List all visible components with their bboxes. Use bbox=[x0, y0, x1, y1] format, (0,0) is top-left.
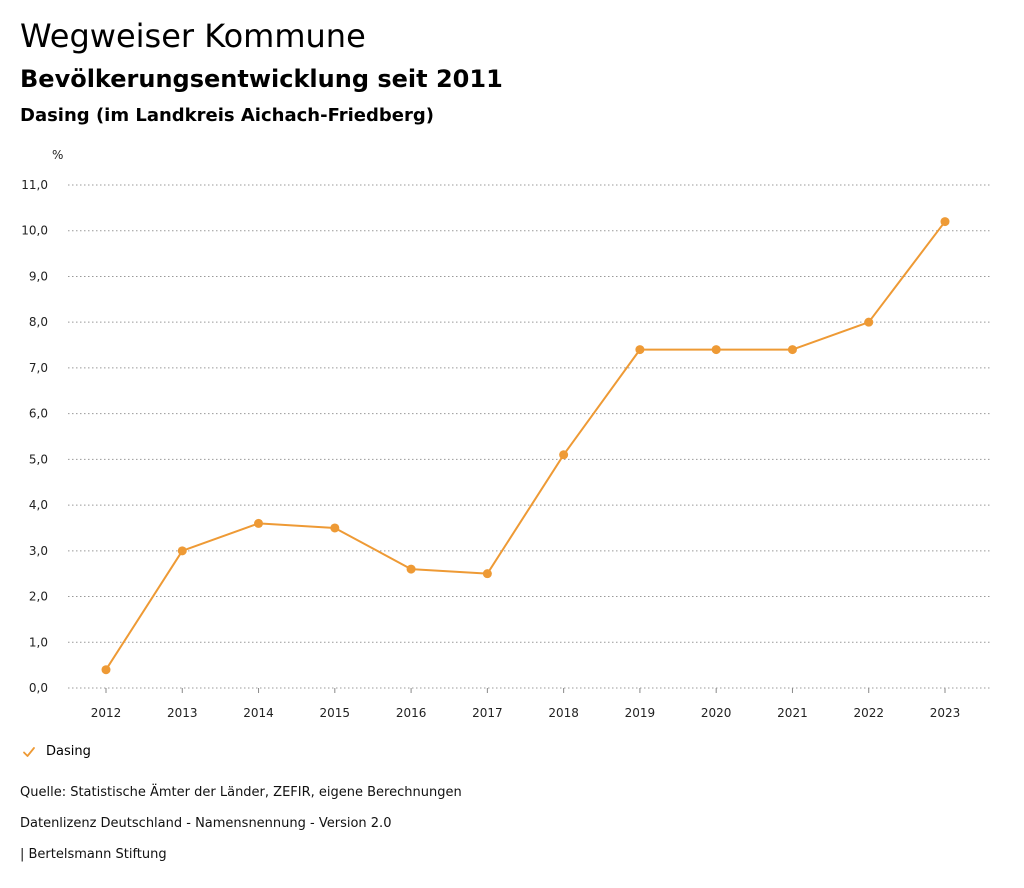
y-tick-label: 7,0 bbox=[29, 361, 48, 375]
line-chart: % 0,0 1,0 2,0 3,0 4,0 5,0 6,0 7,0 8,0 9,0 10,0 11,0 2… bbox=[21, 148, 990, 720]
x-tick-label: 2019 bbox=[625, 706, 656, 720]
x-tick-label: 2012 bbox=[91, 706, 122, 720]
y-tick-label: 9,0 bbox=[29, 269, 48, 283]
legend-item-dasing[interactable]: Dasing bbox=[22, 744, 91, 759]
x-tick-label: 2018 bbox=[548, 706, 579, 720]
chart-subtitle: Bevölkerungsentwicklung seit 2011 bbox=[20, 65, 503, 93]
data-point[interactable] bbox=[406, 564, 416, 574]
x-tick-label: 2020 bbox=[701, 706, 732, 720]
y-tick-label: 1,0 bbox=[29, 635, 48, 649]
data-point[interactable] bbox=[177, 546, 187, 556]
x-tick-label: 2016 bbox=[396, 706, 427, 720]
y-axis-unit: % bbox=[52, 148, 63, 162]
check-icon bbox=[22, 745, 36, 759]
x-tick-label: 2023 bbox=[930, 706, 961, 720]
y-tick-label: 2,0 bbox=[29, 590, 48, 604]
data-point[interactable] bbox=[864, 317, 874, 327]
data-point[interactable] bbox=[635, 345, 645, 355]
data-point[interactable] bbox=[787, 345, 797, 355]
x-tick-label: 2014 bbox=[243, 706, 274, 720]
y-tick-label: 4,0 bbox=[29, 498, 48, 512]
y-tick-label: 3,0 bbox=[29, 544, 48, 558]
x-tick-label: 2022 bbox=[853, 706, 884, 720]
license-note: Datenlizenz Deutschland - Namensnennung … bbox=[20, 816, 392, 831]
legend-label: Dasing bbox=[46, 744, 91, 759]
municipality-label: Dasing (im Landkreis Aichach-Friedberg) bbox=[20, 105, 434, 126]
grid-lines bbox=[68, 184, 990, 689]
x-tick-label: 2015 bbox=[320, 706, 351, 720]
data-point[interactable] bbox=[330, 523, 340, 533]
data-point[interactable] bbox=[101, 665, 111, 675]
y-tick-label: 11,0 bbox=[21, 178, 48, 192]
axis-labels: % 0,0 1,0 2,0 3,0 4,0 5,0 6,0 7,0 8,0 9,0 10,0 11,0 2… bbox=[21, 148, 960, 720]
y-tick-label: 8,0 bbox=[29, 315, 48, 329]
series-line-dasing bbox=[105, 220, 946, 671]
page-title: Wegweiser Kommune bbox=[20, 17, 366, 55]
data-point[interactable] bbox=[940, 217, 950, 227]
x-tick-label: 2021 bbox=[777, 706, 808, 720]
y-tick-label: 0,0 bbox=[29, 681, 48, 695]
y-tick-label: 6,0 bbox=[29, 407, 48, 421]
data-point[interactable] bbox=[254, 518, 264, 528]
y-tick-label: 5,0 bbox=[29, 452, 48, 466]
data-point[interactable] bbox=[559, 450, 569, 460]
data-point[interactable] bbox=[711, 345, 721, 355]
x-tick-label: 2017 bbox=[472, 706, 503, 720]
series-layer bbox=[101, 217, 950, 675]
publisher-note: | Bertelsmann Stiftung bbox=[20, 847, 167, 862]
data-point[interactable] bbox=[482, 569, 492, 579]
y-tick-label: 10,0 bbox=[21, 224, 48, 238]
source-note: Quelle: Statistische Ämter der Länder, Z… bbox=[20, 785, 462, 800]
x-tick-label: 2013 bbox=[167, 706, 198, 720]
